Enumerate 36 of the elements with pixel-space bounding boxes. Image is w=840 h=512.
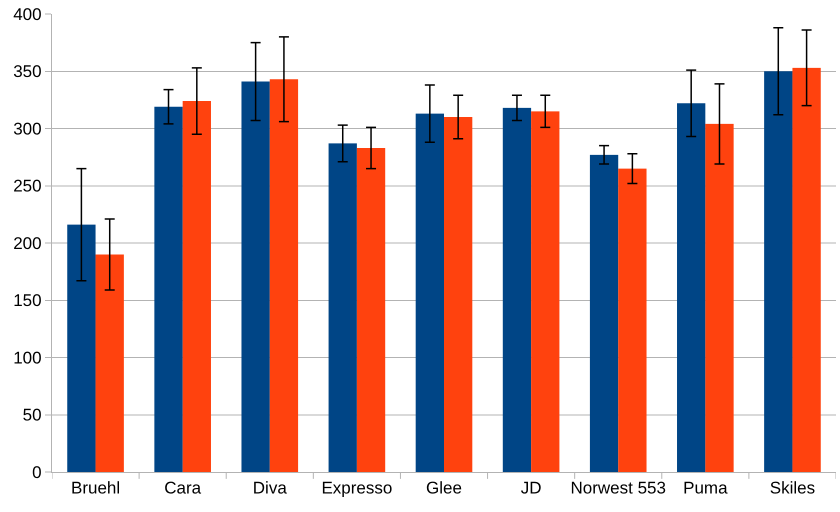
y-tick-label: 350 (13, 62, 42, 82)
bar (792, 68, 821, 472)
x-tick-label: Skiles (770, 478, 816, 498)
bar (590, 154, 618, 472)
bar (328, 143, 357, 472)
x-tick-label: Bruehl (70, 478, 120, 498)
bar (618, 168, 647, 472)
y-tick-label: 0 (32, 462, 42, 482)
bar (182, 101, 211, 472)
bar (705, 124, 734, 472)
bar (502, 108, 532, 472)
y-tick-label: 300 (13, 119, 42, 138)
x-tick-label: Diva (252, 478, 288, 498)
y-tick-label: 400 (13, 4, 42, 24)
y-tick-label: 250 (13, 176, 42, 196)
bar (444, 117, 472, 472)
bar (241, 82, 270, 472)
x-tick-label: JD (520, 478, 542, 498)
bar (677, 103, 706, 472)
x-tick-label: Expresso (321, 478, 392, 498)
bar (764, 71, 792, 472)
y-tick-label: 200 (13, 234, 42, 253)
bar (356, 148, 386, 472)
bar (96, 254, 124, 472)
bar (531, 111, 560, 472)
y-tick-label: 150 (13, 291, 42, 310)
x-tick-label: Cara (164, 478, 202, 498)
bar (416, 114, 444, 472)
bar (67, 224, 96, 472)
bar (270, 79, 298, 472)
x-tick-label: Puma (683, 478, 728, 498)
y-tick-label: 50 (22, 406, 42, 425)
x-tick-label: Norwest 553 (570, 478, 666, 498)
y-tick-label: 100 (13, 348, 42, 368)
bar (154, 106, 183, 472)
x-tick-label: Glee (426, 478, 462, 498)
